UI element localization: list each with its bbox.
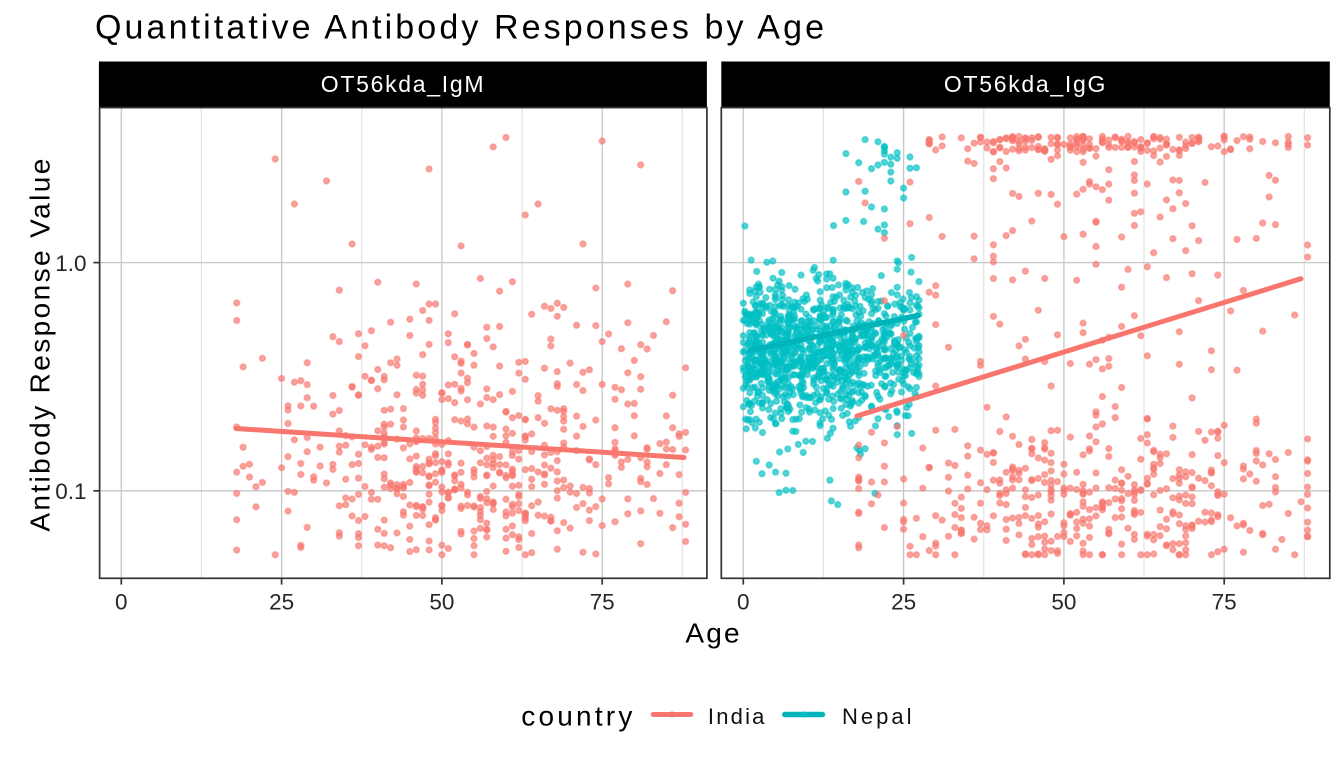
svg-text:50: 50 [429,590,454,615]
svg-text:Nepal: Nepal [842,704,914,729]
svg-text:OT56kda_IgG: OT56kda_IgG [944,71,1107,97]
svg-text:0.1: 0.1 [55,479,86,504]
svg-text:50: 50 [1051,590,1076,615]
svg-text:Antibody Response Value: Antibody Response Value [25,156,56,531]
svg-text:Quantitative Antibody Response: Quantitative Antibody Responses by Age [95,9,827,47]
svg-text:0: 0 [737,590,750,615]
svg-text:India: India [708,704,767,729]
svg-text:OT56kda_IgM: OT56kda_IgM [321,71,485,97]
svg-text:75: 75 [590,590,615,615]
svg-text:country: country [521,700,635,731]
svg-text:0: 0 [115,590,128,615]
svg-text:25: 25 [891,590,916,615]
svg-text:25: 25 [269,590,294,615]
svg-text:Age: Age [685,618,741,649]
svg-text:1.0: 1.0 [55,251,86,276]
svg-text:75: 75 [1212,590,1237,615]
